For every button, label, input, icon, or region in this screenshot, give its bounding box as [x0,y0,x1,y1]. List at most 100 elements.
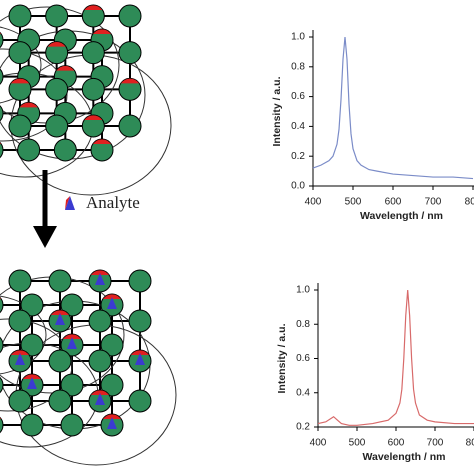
receptor [84,5,103,10]
node [0,31,4,49]
receptor [131,350,149,355]
polymer-strand [0,295,47,375]
polymer-strand [0,318,73,412]
bound-analyte [15,353,25,365]
receptor [47,41,66,47]
node [88,309,112,333]
y-tick-label: 1.0 [291,32,305,43]
receptor [0,297,1,299]
node [0,336,4,354]
spectrum-line [317,289,474,426]
x-tick-label: 500 [349,438,366,449]
node [100,373,124,397]
node [90,138,114,162]
bound-analyte [27,377,37,389]
node [118,77,142,101]
spectrum-line [312,36,474,180]
receptor [93,139,111,144]
receptor [51,310,69,315]
node [45,77,69,101]
node [60,413,84,437]
y-tick-label: 0.4 [296,387,310,398]
receptor [11,350,29,355]
y-tick-label: 0.8 [291,61,305,72]
bound-analyte [95,393,105,405]
receptor [121,78,139,84]
x-tick-label: 600 [388,438,405,449]
receptor [103,414,121,419]
y-tick-label: 0.0 [291,181,305,192]
node [128,309,152,333]
node [20,413,44,437]
node [60,373,84,397]
receptor [0,417,1,419]
x-tick-label: 600 [385,197,402,208]
receptor [11,78,29,84]
bound-analyte [95,273,105,285]
x-tick-label: 400 [305,197,322,208]
x-tick-label: 800 [466,438,474,449]
x-axis-label: Wavelength / nm [362,451,445,463]
y-tick-label: 0.6 [296,353,310,364]
x-tick-label: 700 [427,438,444,449]
node [0,105,4,122]
node [48,269,72,293]
node [0,68,4,85]
node [8,41,32,65]
bound-analyte [107,417,117,429]
node [20,293,44,317]
analyte-icon [65,196,75,210]
bound-analyte [67,337,77,349]
receptor [91,270,109,275]
x-tick-label: 800 [465,197,474,208]
node [48,389,72,413]
y-tick-label: 0.6 [291,91,305,102]
node [53,138,77,162]
node [8,4,32,28]
node [20,333,44,357]
y-tick-label: 0.8 [296,319,310,330]
receptor [0,32,1,34]
y-tick-label: 0.2 [291,151,305,162]
x-tick-label: 500 [345,197,362,208]
node [128,269,152,293]
node [81,114,105,138]
x-tick-label: 700 [425,197,442,208]
polymer-strand [0,26,42,104]
node [48,349,72,373]
y-tick-label: 0.4 [291,121,305,132]
node [0,416,4,434]
node [118,41,142,65]
node [0,296,4,314]
receptor [0,142,1,144]
receptor [84,115,103,120]
analyte-icon-part [65,196,70,210]
y-axis-label: Intensity / a.u. [276,323,288,393]
node [88,349,112,373]
receptor [63,334,81,339]
node [45,4,69,28]
node [118,4,142,28]
node [0,141,4,159]
analyte-label: Analyte [86,193,140,212]
y-tick-label: 1.0 [296,285,310,296]
node [17,138,41,162]
receptor [91,390,109,395]
polymer-strand [0,48,68,142]
node [8,114,32,138]
node [128,389,152,413]
receptor [93,29,111,34]
receptor [23,374,41,379]
node [8,269,32,293]
node [45,114,69,138]
y-tick-label: 0.2 [296,422,310,433]
node [100,333,124,357]
receptor [56,65,75,71]
node [81,4,105,28]
node [8,77,32,101]
node [118,114,142,138]
network-diagram [0,4,177,466]
node [81,77,105,101]
bound-analyte [135,353,145,365]
